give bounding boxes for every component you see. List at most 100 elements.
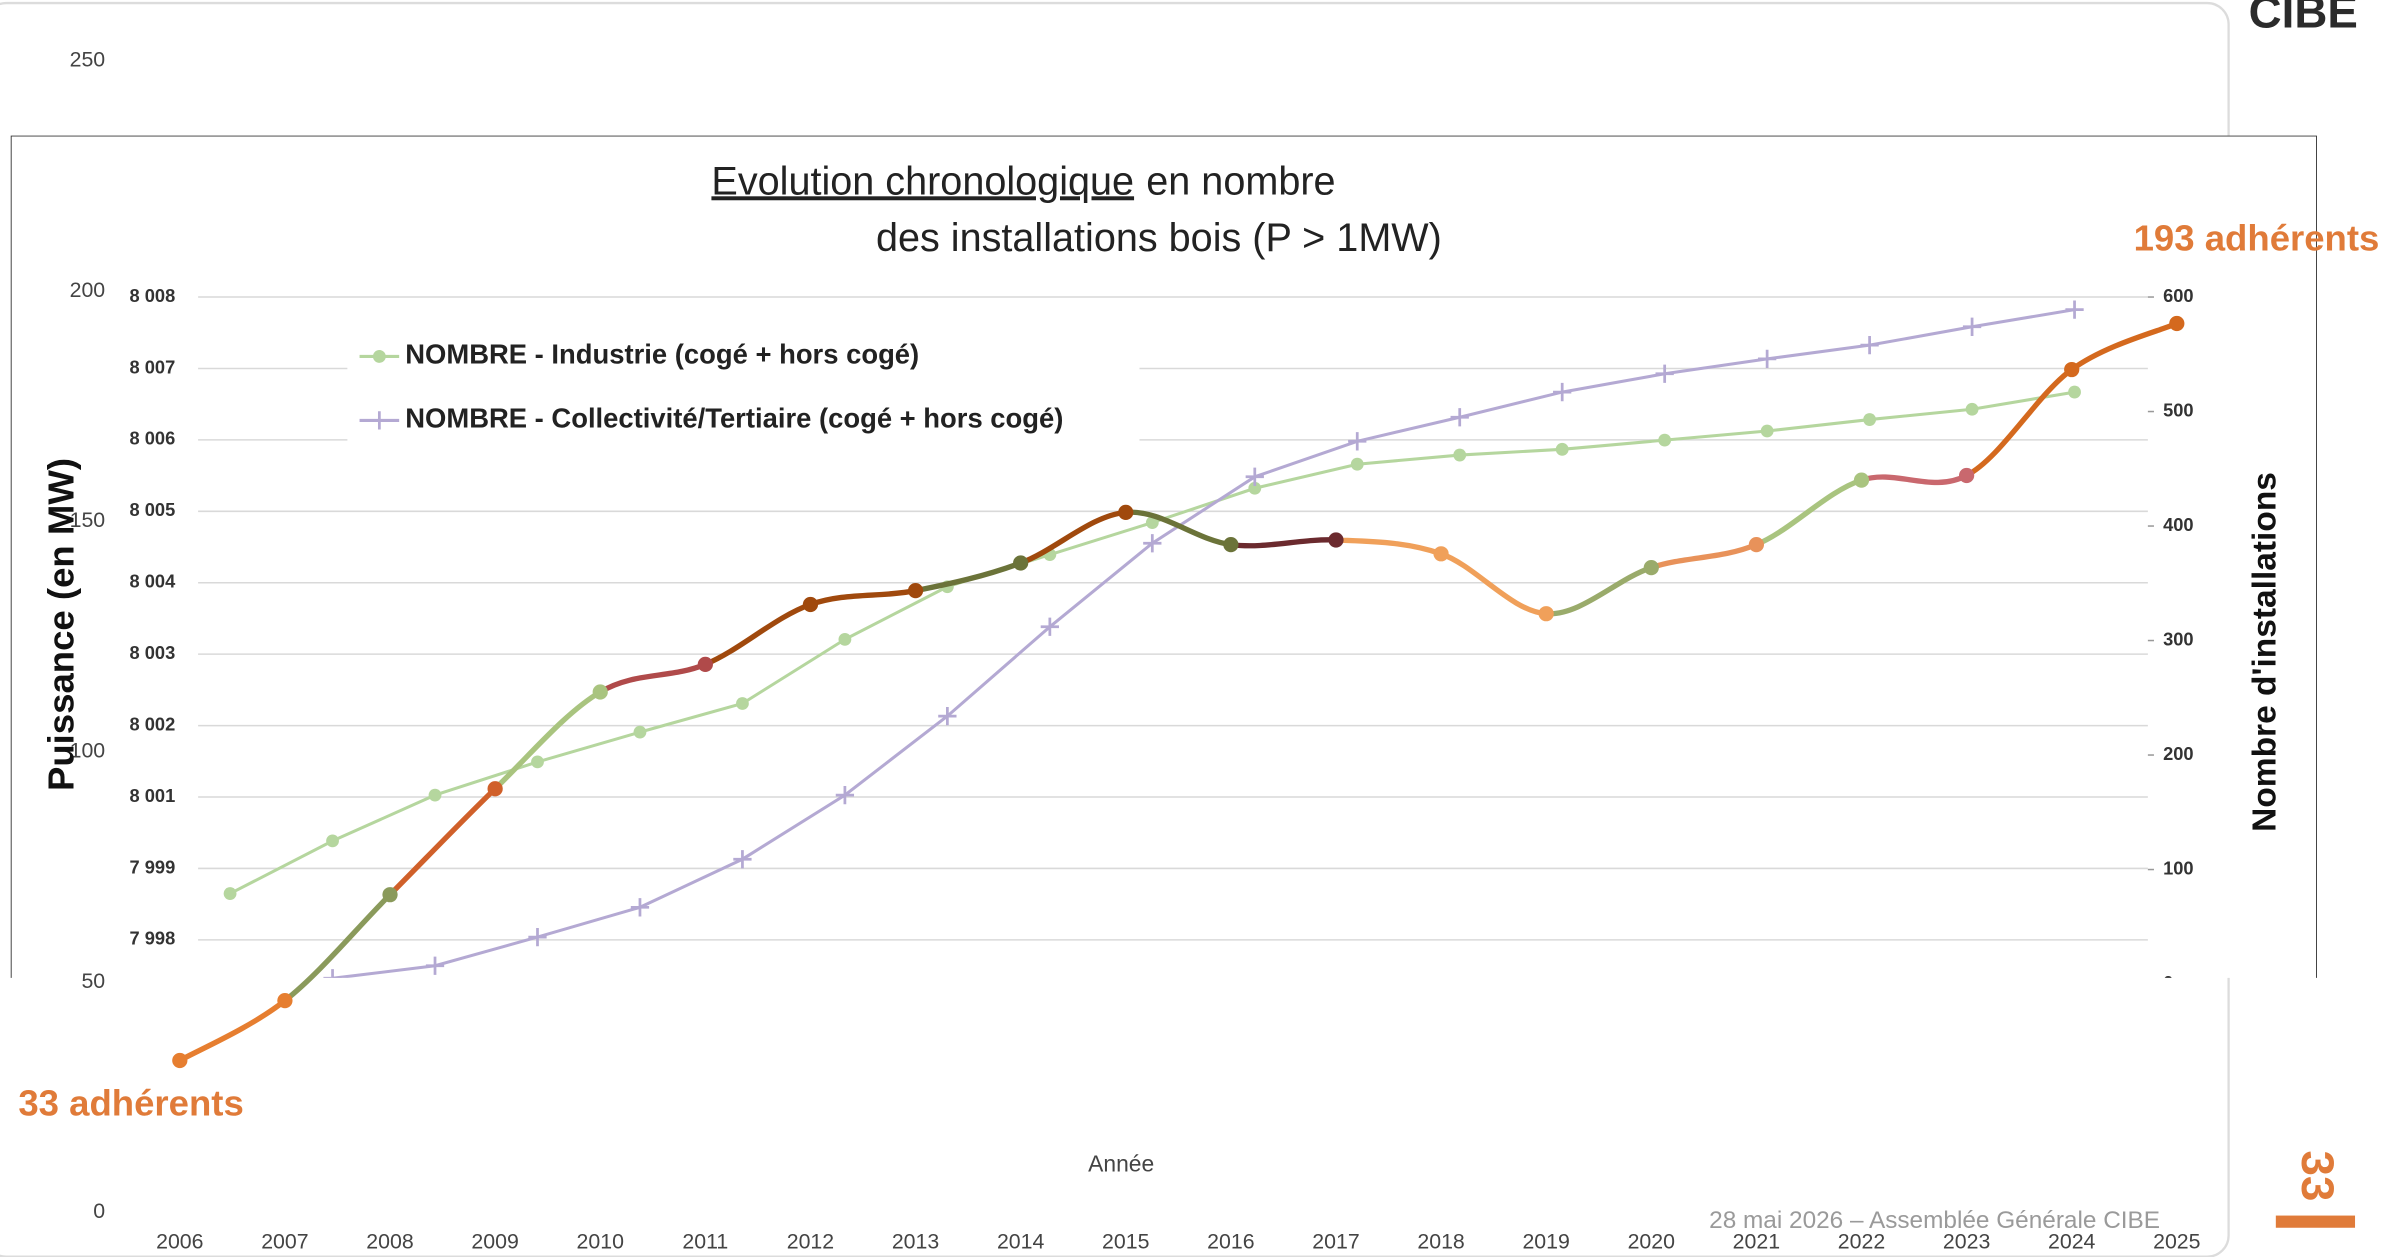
data-point: [1245, 467, 1264, 486]
outer-chart: 0 50 100 150 200 250 2006 2007 2008 2009 2010 2011 2…: [18, 48, 2379, 1254]
y2-tick-label: 500: [2163, 399, 2193, 420]
line-segment: [1017, 509, 1129, 566]
data-point: [223, 887, 237, 900]
data-point: [633, 725, 647, 739]
data-point: [1962, 317, 1982, 336]
x-tick-label: 2019: [1522, 1230, 1569, 1254]
data-point: [1860, 335, 1879, 355]
y-tick-label: 8 003: [130, 642, 176, 663]
x-tick-label: 2006: [156, 1230, 203, 1254]
x-tick-label: 2011: [682, 1230, 728, 1254]
data-point: [1863, 413, 1877, 426]
data-point: [1328, 532, 1344, 548]
footer-date: 28 mai 2026 – Assemblée Générale CIBE: [1709, 1207, 2160, 1234]
data-point: [1433, 546, 1449, 562]
data-point: [1643, 560, 1659, 576]
line-segment: [1228, 537, 1339, 549]
line-segment: [282, 892, 393, 1004]
data-point: [1958, 467, 1975, 484]
x-tick-label: 2018: [1417, 1230, 1464, 1254]
line-segment: [1333, 537, 1444, 557]
x-tick-label: 2020: [1628, 1230, 1676, 1254]
page-number-bar: [2275, 1215, 2356, 1228]
data-point: [1757, 349, 1777, 369]
page-number: 33: [2292, 1151, 2343, 1202]
line-segment: [1123, 509, 1234, 548]
x-tick-label: 2021: [1733, 1230, 1780, 1254]
y-tick-label: 7 999: [130, 856, 176, 877]
x-tick-label: 2010: [577, 1230, 625, 1254]
data-point: [697, 656, 713, 672]
data-point: [630, 898, 650, 917]
y-tick-label: 8 005: [130, 499, 176, 520]
data-point: [1748, 536, 1765, 553]
data-point: [1223, 536, 1239, 553]
data-point: [2065, 300, 2084, 319]
line-segment: [177, 997, 288, 1064]
data-point: [1348, 432, 1367, 451]
data-point: [1118, 504, 1134, 520]
y-tick-label: 200: [70, 278, 106, 302]
data-point: [733, 850, 752, 869]
line-segment: [1438, 551, 1549, 617]
x-tick-label: 2008: [366, 1230, 413, 1254]
y-tick-label: 8 001: [130, 785, 176, 806]
legend-label: NOMBRE - Collectivité/Tertiaire (cogé + …: [405, 403, 1063, 434]
line-segment: [1543, 564, 1654, 617]
data-point: [835, 785, 855, 805]
y2-tick-label: 600: [2163, 285, 2193, 306]
y-tick-label: 8 007: [130, 356, 176, 377]
legend-bg: [347, 329, 1140, 384]
data-point: [487, 781, 503, 797]
data-point: [2064, 361, 2080, 378]
y2-axis-title: Nombre d'installations: [2247, 472, 2284, 832]
data-point: [1965, 402, 1979, 416]
x-tick-label: 2016: [1207, 1230, 1254, 1254]
legend-bg: [347, 393, 1140, 448]
y2-tick-label: 300: [2163, 628, 2193, 649]
y2-tick-label: 0: [2163, 972, 2173, 993]
x-tick-label: 2022: [1838, 1230, 1885, 1254]
data-point: [172, 1052, 188, 1069]
data-point: [2068, 385, 2081, 399]
data-point: [802, 596, 819, 613]
data-point: [1853, 472, 1870, 488]
data-point: [592, 684, 608, 700]
line-segment: [1858, 472, 1970, 486]
data-point: [1040, 617, 1059, 636]
data-point: [1658, 433, 1672, 447]
line-segment: [1963, 366, 2075, 479]
line-segment: [387, 786, 498, 898]
line-segment: [912, 560, 1024, 594]
data-point: [1538, 606, 1554, 622]
data-point: [382, 887, 398, 903]
chart-title: des installations bois (P > 1MW): [876, 216, 1442, 260]
line-segment: [702, 601, 814, 668]
y-tick-label: 100: [70, 739, 106, 763]
y-tick-label: 8 004: [130, 571, 177, 592]
x-tick-label: 2009: [471, 1230, 518, 1254]
y-tick-label: 250: [70, 48, 106, 72]
data-point: [907, 583, 924, 599]
inner-chart: Evolution chronologique en nombre des inst…: [10, 135, 2317, 993]
line-segment: [597, 661, 709, 695]
data-point: [1143, 534, 1162, 553]
legend-marker: [372, 350, 386, 363]
data-point: [1248, 481, 1262, 495]
data-point: [1013, 555, 1029, 571]
inner-frame: [10, 135, 2317, 978]
line-segment: [1753, 477, 1865, 548]
x-tick-label: 2007: [261, 1230, 308, 1254]
y-tick-label: 50: [81, 969, 105, 993]
logo: CIBE: [2249, 0, 2358, 37]
y-tick-label: 150: [70, 508, 106, 532]
legend-marker: [370, 411, 389, 430]
line-segment: [1648, 541, 1760, 571]
data-point: [277, 993, 293, 1009]
data-point: [1145, 516, 1159, 529]
y-tick-label: 8 006: [130, 428, 176, 449]
data-point: [838, 632, 852, 646]
data-point: [2169, 315, 2185, 332]
